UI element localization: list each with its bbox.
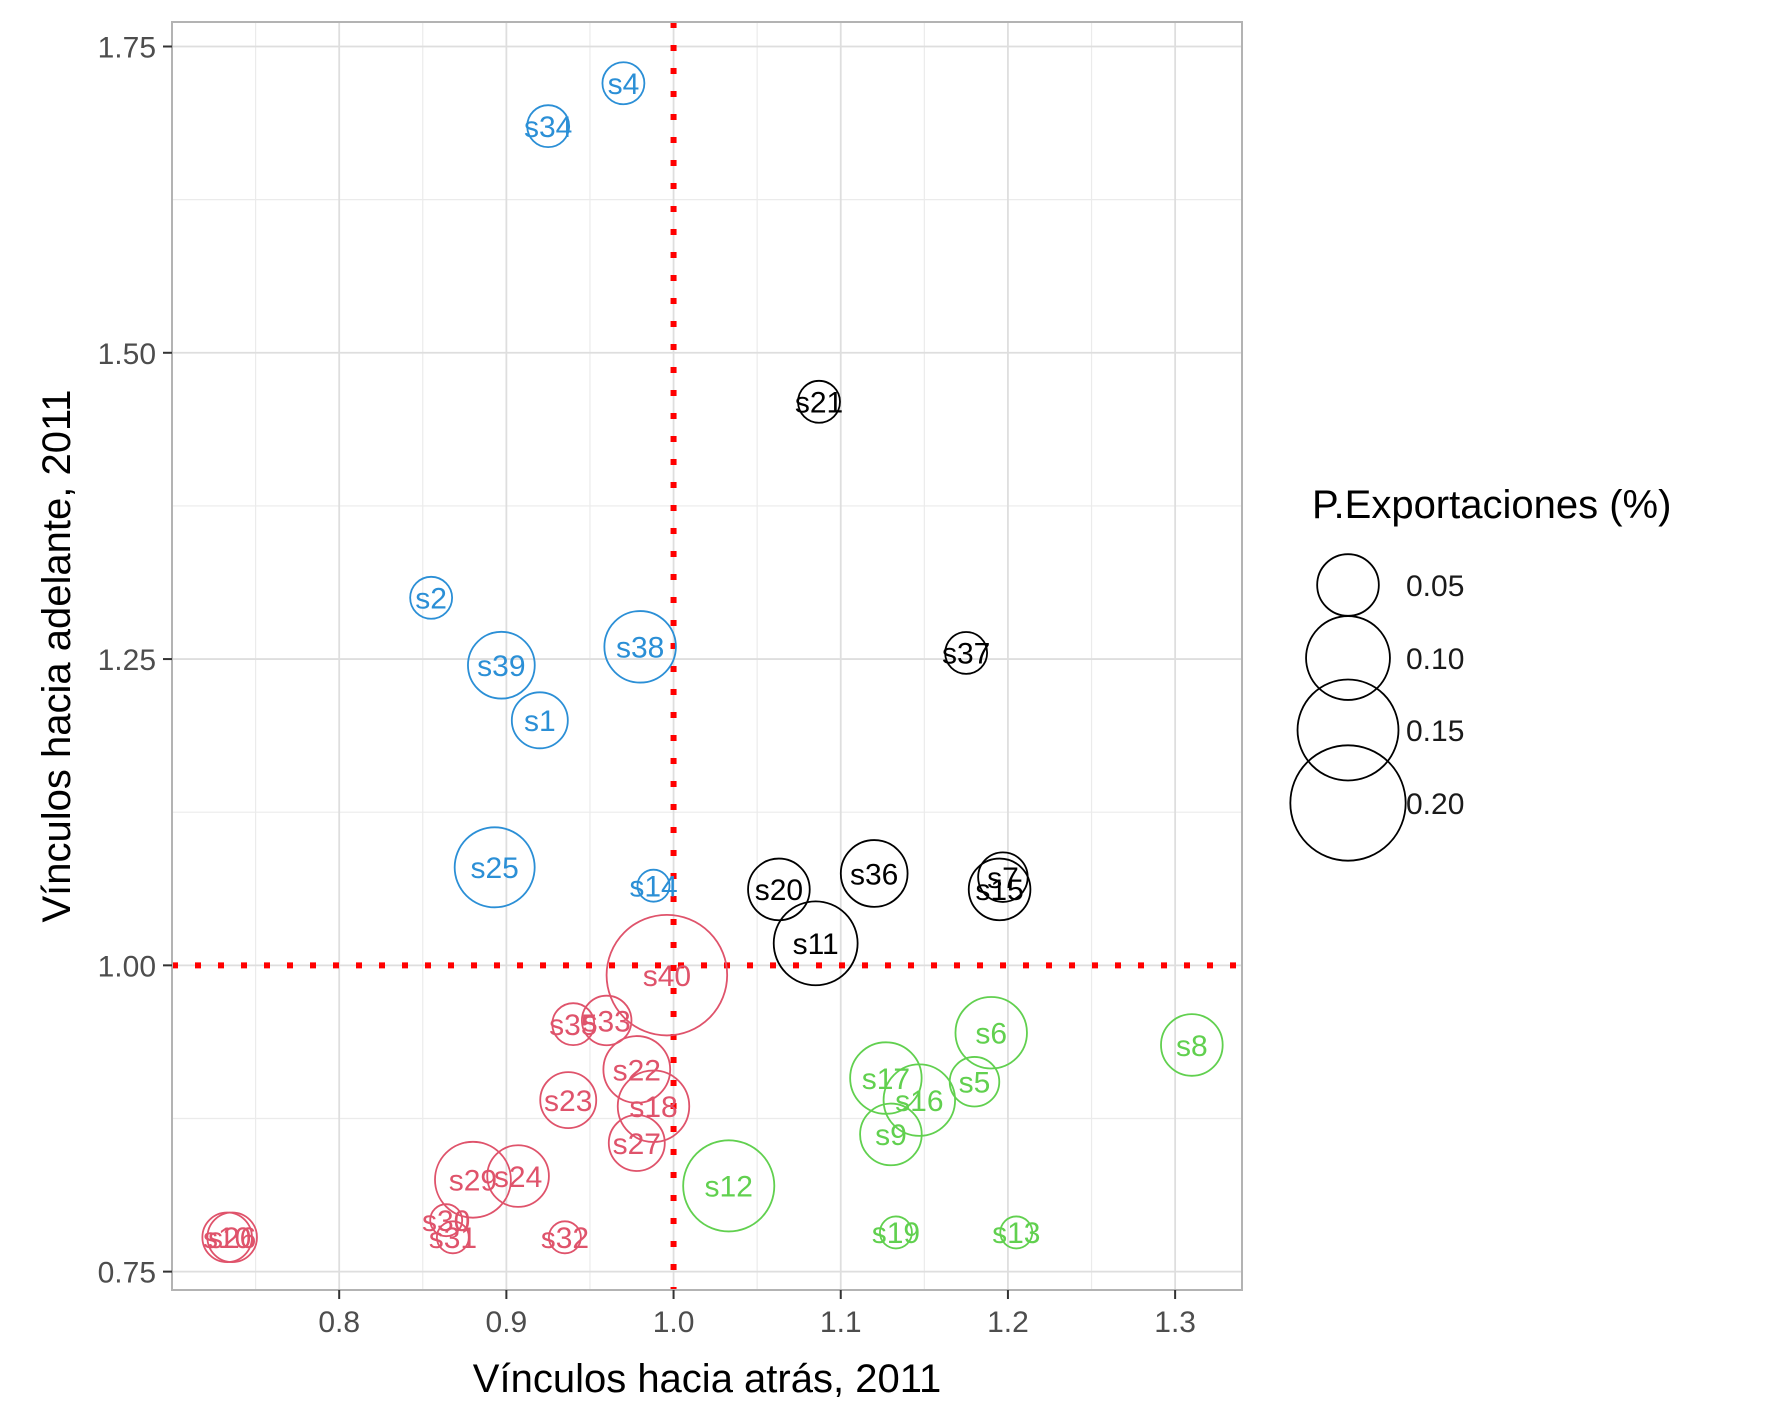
point-s40 [605,913,729,1037]
point-s11 [772,900,859,987]
point-s34 [526,104,571,149]
x-tick-label: 1.3 [1154,1306,1196,1339]
point-label-s36: s36 [850,858,898,891]
point-label-s7: s7 [987,862,1019,895]
legend-key-0.10 [1305,615,1391,701]
point-s18 [616,1069,691,1143]
point-s38 [603,610,677,684]
point-label-s35: s35 [549,1009,597,1042]
point-label-s31: s31 [429,1222,477,1255]
point-s12 [682,1139,776,1233]
point-s22 [602,1035,672,1104]
x-tick-label: 1.0 [653,1306,695,1339]
point-label-s38: s38 [616,632,664,665]
point-label-s1: s1 [524,705,556,738]
point-s13 [999,1215,1034,1250]
point-label-s5: s5 [959,1067,991,1100]
point-s36 [839,839,909,908]
point-s8 [1160,1013,1224,1077]
point-s24 [486,1144,550,1208]
point-label-s9: s9 [875,1119,907,1152]
point-label-s30: s30 [422,1205,470,1238]
x-tick-label: 0.8 [318,1306,360,1339]
point-label-s19: s19 [872,1217,920,1250]
point-label-s11: s11 [793,928,839,961]
axes-layer: 0.8 0.9 1.0 1.1 1.2 1.3 0.75 1.00 1.25 1.50 1.75 [98,32,1196,1339]
point-label-s4: s4 [608,68,640,101]
point-label-s14: s14 [629,871,677,904]
y-tick-label: 1.50 [98,338,156,371]
point-label-s18: s18 [629,1091,677,1124]
point-s30 [429,1203,464,1238]
point-label-s39: s39 [477,650,525,683]
point-label-s12: s12 [705,1171,753,1204]
point-s2 [409,575,454,620]
legend-label: 0.05 [1406,570,1464,603]
y-tick-label: 1.00 [98,950,156,983]
point-s35 [551,1002,596,1047]
point-label-s25: s25 [470,852,518,885]
x-tick-label: 1.1 [820,1306,862,1339]
point-s37 [944,631,989,675]
point-label-s2: s2 [415,583,447,616]
point-label-s15: s15 [975,874,1023,907]
plot-panel-border [171,21,1243,1291]
point-label-s8: s8 [1176,1030,1208,1063]
point-label-s32: s32 [541,1222,589,1255]
y-tick-label: 0.75 [98,1257,156,1290]
point-s15 [967,857,1032,922]
point-label-s29: s29 [449,1165,497,1198]
legend-label: 0.10 [1406,643,1464,676]
point-s19 [879,1215,913,1250]
point-s33 [581,994,633,1047]
points-layer: s4 s34 s2 s39 s38 s1 s25 s14 s21 s37 s36 s7 s20 s15 s1… [201,61,1224,1264]
point-s31 [435,1220,470,1255]
y-tick-label: 1.75 [98,32,156,65]
point-label-s26: s26 [208,1222,256,1255]
point-s9 [859,1102,923,1167]
point-s1 [510,691,569,750]
size-legend: P.Exportaciones (%) 0.05 0.10 0.15 0.20 [1289,483,1671,862]
point-s29 [434,1140,512,1219]
point-label-s24: s24 [494,1161,542,1194]
point-label-s37: s37 [942,638,990,671]
legend-key-0.20 [1289,744,1407,862]
legend-title: P.Exportaciones (%) [1312,483,1671,527]
point-s25 [453,826,536,909]
point-label-s6: s6 [975,1018,1007,1051]
point-s16 [882,1063,956,1137]
point-s20 [747,857,811,922]
y-tick-label: 1.25 [98,644,156,677]
point-label-s27: s27 [613,1128,661,1161]
point-s23 [539,1071,598,1130]
legend-label: 0.15 [1406,715,1464,748]
legend-key-0.15 [1296,678,1400,782]
reference-lines [172,22,1242,1290]
point-s4 [601,61,646,106]
point-label-s40: s40 [643,960,691,993]
point-s27 [607,1114,666,1172]
point-s26 [206,1211,258,1264]
point-s6 [954,996,1028,1070]
point-label-s16: s16 [895,1085,943,1118]
point-s32 [547,1220,582,1255]
x-tick-label: 0.9 [486,1306,528,1339]
point-s21 [797,379,841,424]
point-label-s21: s21 [795,387,843,420]
legend-label: 0.20 [1406,788,1464,821]
x-tick-label: 1.2 [987,1306,1029,1339]
point-label-s33: s33 [583,1005,631,1038]
y-axis-title: Vínculos hacia adelante, 2011 [35,390,79,923]
point-s14 [636,868,671,903]
x-axis-title: Vínculos hacia atrás, 2011 [473,1357,941,1401]
point-s39 [467,630,536,700]
point-label-s20: s20 [755,874,803,907]
point-label-s13: s13 [992,1217,1040,1250]
point-label-s23: s23 [544,1085,592,1118]
point-label-s34: s34 [524,111,572,144]
